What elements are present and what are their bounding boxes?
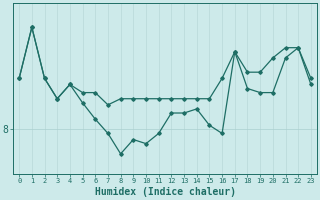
X-axis label: Humidex (Indice chaleur): Humidex (Indice chaleur) xyxy=(94,187,236,197)
